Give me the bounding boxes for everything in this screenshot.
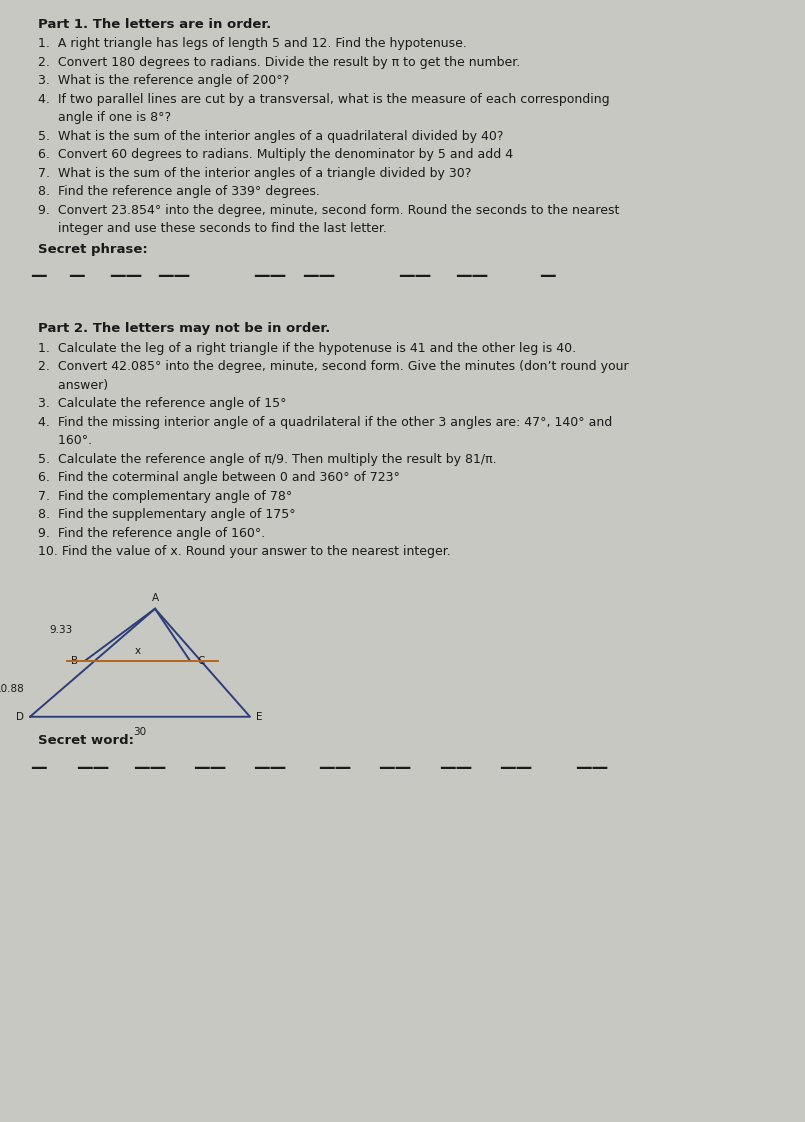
Text: Part 1. The letters are in order.: Part 1. The letters are in order. (38, 18, 271, 31)
Text: ——: —— (254, 267, 287, 285)
Text: ——: —— (157, 267, 190, 285)
Text: ——: —— (133, 760, 166, 778)
Text: ——: —— (499, 760, 532, 778)
Text: ——: —— (576, 760, 609, 778)
Text: 2.  Convert 42.085° into the degree, minute, second form. Give the minutes (don’: 2. Convert 42.085° into the degree, minu… (38, 360, 629, 374)
Text: Part 2. The letters may not be in order.: Part 2. The letters may not be in order. (38, 322, 330, 335)
Text: D: D (16, 711, 24, 721)
Text: ——: —— (193, 760, 226, 778)
Text: 7.  Find the complementary angle of 78°: 7. Find the complementary angle of 78° (38, 489, 292, 503)
Text: —: — (31, 267, 47, 285)
Text: 9.  Find the reference angle of 160°.: 9. Find the reference angle of 160°. (38, 526, 266, 540)
Text: 30: 30 (134, 727, 147, 737)
Text: 8.  Find the reference angle of 339° degrees.: 8. Find the reference angle of 339° degr… (38, 185, 320, 199)
Text: Secret phrase:: Secret phrase: (38, 242, 148, 256)
Text: 6.  Find the coterminal angle between 0 and 360° of 723°: 6. Find the coterminal angle between 0 a… (38, 471, 400, 485)
Text: 10. Find the value of x. Round your answer to the nearest integer.: 10. Find the value of x. Round your answ… (38, 545, 451, 559)
Text: C: C (197, 655, 204, 665)
Text: 8.  Find the supplementary angle of 175°: 8. Find the supplementary angle of 175° (38, 508, 295, 522)
Text: —: — (31, 760, 47, 778)
Text: ——: —— (439, 760, 472, 778)
Text: E: E (256, 711, 262, 721)
Text: ——: —— (398, 267, 431, 285)
Text: 1.  Calculate the leg of a right triangle if the hypotenuse is 41 and the other : 1. Calculate the leg of a right triangle… (38, 342, 576, 355)
Text: —: — (539, 267, 556, 285)
Text: Secret word:: Secret word: (38, 734, 134, 747)
Text: integer and use these seconds to find the last letter.: integer and use these seconds to find th… (38, 222, 387, 236)
Text: 4.  Find the missing interior angle of a quadrilateral if the other 3 angles are: 4. Find the missing interior angle of a … (38, 416, 613, 429)
Text: 1.  A right triangle has legs of length 5 and 12. Find the hypotenuse.: 1. A right triangle has legs of length 5… (38, 37, 467, 50)
Text: 7.  What is the sum of the interior angles of a triangle divided by 30?: 7. What is the sum of the interior angle… (38, 167, 472, 180)
Text: 2.  Convert 180 degrees to radians. Divide the result by π to get the number.: 2. Convert 180 degrees to radians. Divid… (38, 56, 520, 68)
Text: answer): answer) (38, 379, 108, 392)
Text: 10.88: 10.88 (0, 683, 25, 693)
Text: ——: —— (455, 267, 488, 285)
Text: A: A (151, 592, 159, 603)
Text: 5.  What is the sum of the interior angles of a quadrilateral divided by 40?: 5. What is the sum of the interior angle… (38, 130, 503, 142)
Text: ——: —— (318, 760, 351, 778)
Text: ——: —— (302, 267, 335, 285)
Text: 5.  Calculate the reference angle of π/9. Then multiply the result by 81/π.: 5. Calculate the reference angle of π/9.… (38, 453, 497, 466)
Text: 6.  Convert 60 degrees to radians. Multiply the denominator by 5 and add 4: 6. Convert 60 degrees to radians. Multip… (38, 148, 513, 162)
Text: ——: —— (254, 760, 287, 778)
Text: x: x (134, 646, 141, 655)
Text: ——: —— (378, 760, 411, 778)
Text: 9.33: 9.33 (50, 625, 73, 635)
Text: 4.  If two parallel lines are cut by a transversal, what is the measure of each : 4. If two parallel lines are cut by a tr… (38, 93, 609, 105)
Text: B: B (71, 655, 78, 665)
Text: ——: —— (76, 760, 109, 778)
Text: angle if one is 8°?: angle if one is 8°? (38, 111, 171, 125)
Text: 9.  Convert 23.854° into the degree, minute, second form. Round the seconds to t: 9. Convert 23.854° into the degree, minu… (38, 204, 619, 217)
Text: 3.  What is the reference angle of 200°?: 3. What is the reference angle of 200°? (38, 74, 289, 88)
Text: 160°.: 160°. (38, 434, 92, 448)
Text: ——: —— (109, 267, 142, 285)
Text: —: — (68, 267, 85, 285)
Text: 3.  Calculate the reference angle of 15°: 3. Calculate the reference angle of 15° (38, 397, 287, 411)
